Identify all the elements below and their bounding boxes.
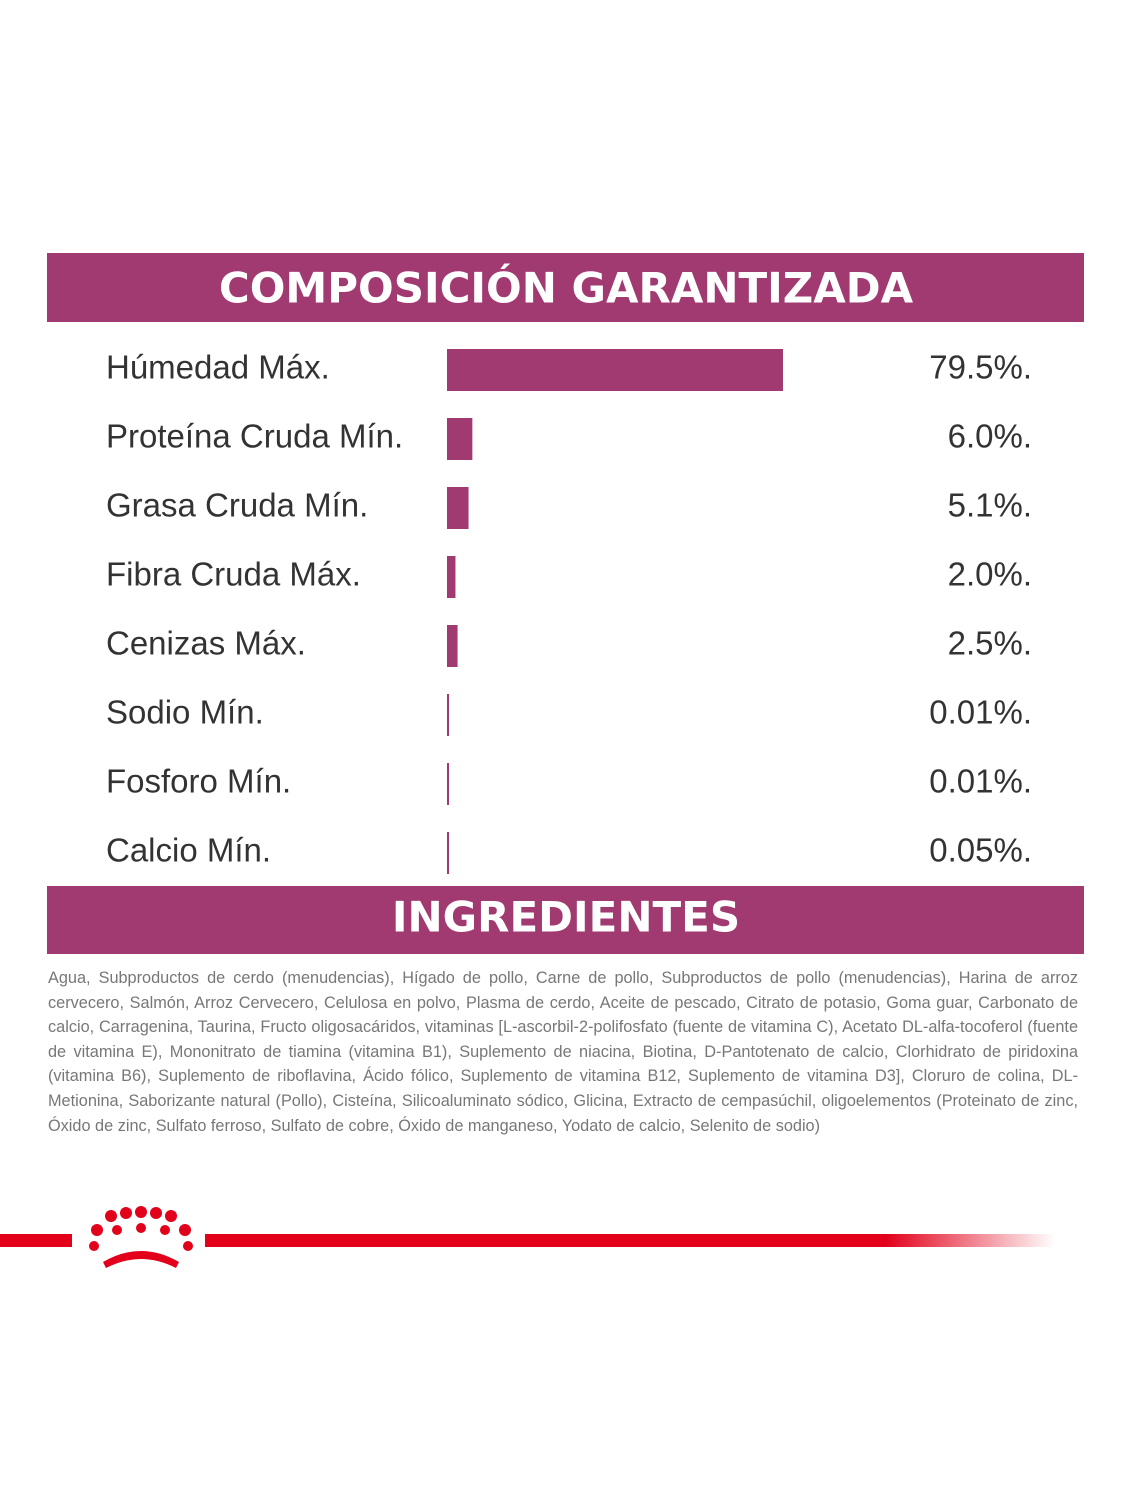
bar xyxy=(447,625,458,667)
value-label: 2.5%. xyxy=(948,625,1032,662)
value-label: 0.01%. xyxy=(929,694,1032,731)
ingredients-band xyxy=(47,886,1084,954)
bar xyxy=(447,556,456,598)
rule-left xyxy=(0,1234,72,1247)
crown-logo xyxy=(89,1206,193,1268)
bar xyxy=(447,763,449,805)
bar xyxy=(447,349,783,391)
category-label: Sodio Mín. xyxy=(106,694,264,731)
bar xyxy=(447,487,469,529)
bar xyxy=(447,832,449,874)
ingredients-title: INGREDIENTES xyxy=(392,893,740,942)
value-label: 6.0%. xyxy=(948,418,1032,455)
category-label: Húmedad Máx. xyxy=(106,349,330,386)
category-label: Proteína Cruda Mín. xyxy=(106,418,403,455)
value-label: 0.01%. xyxy=(929,763,1032,800)
category-label: Calcio Mín. xyxy=(106,832,271,869)
brand-rule xyxy=(0,1206,1055,1268)
value-label: 0.05%. xyxy=(929,832,1032,869)
rule-right xyxy=(205,1234,1055,1247)
category-label: Fibra Cruda Máx. xyxy=(106,556,361,593)
category-label: Cenizas Máx. xyxy=(106,625,306,662)
category-label: Grasa Cruda Mín. xyxy=(106,487,368,524)
title-band xyxy=(47,253,1084,322)
value-label: 2.0%. xyxy=(948,556,1032,593)
bar xyxy=(447,418,473,460)
ingredients-text: Agua, Subproductos de cerdo (menudencias… xyxy=(48,969,1078,1135)
bar xyxy=(447,694,449,736)
category-label: Fosforo Mín. xyxy=(106,763,291,800)
chart-title: COMPOSICIÓN GARANTIZADA xyxy=(219,263,914,313)
value-label: 5.1%. xyxy=(948,487,1032,524)
value-label: 79.5%. xyxy=(929,349,1032,386)
